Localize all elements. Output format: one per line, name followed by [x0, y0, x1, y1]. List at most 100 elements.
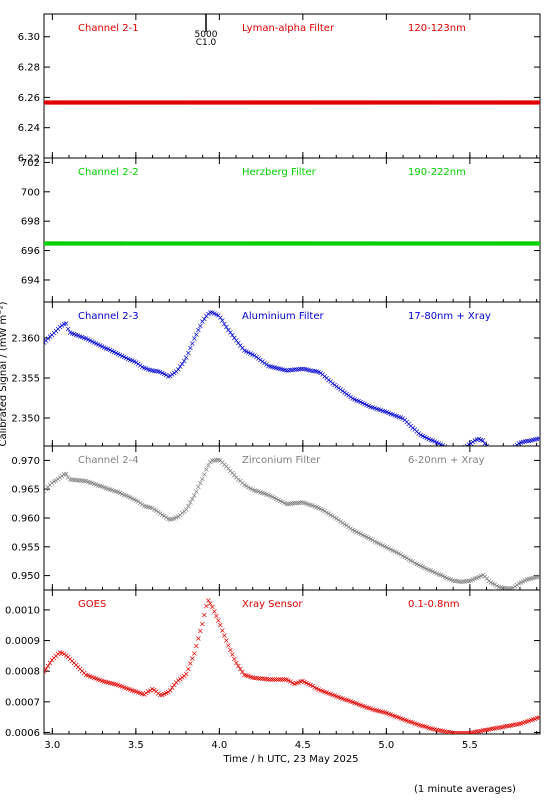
- data-point: ×: [151, 239, 158, 248]
- data-point: ×: [366, 239, 373, 248]
- data-point: ×: [331, 513, 338, 522]
- data-point: ×: [311, 239, 318, 248]
- data-point: ×: [55, 325, 62, 334]
- data-point: ×: [432, 98, 439, 107]
- data-point: ×: [359, 399, 366, 408]
- data-point: ×: [287, 366, 294, 375]
- data-point: ×: [368, 98, 375, 107]
- data-point: ×: [457, 577, 464, 586]
- data-point: ×: [201, 470, 208, 479]
- data-point: ×: [175, 365, 182, 374]
- data-point: ×: [270, 239, 277, 248]
- data-point: ×: [151, 505, 158, 514]
- data-point: ×: [516, 98, 523, 107]
- data-point: ×: [99, 239, 106, 248]
- data-point: ×: [411, 719, 418, 728]
- data-point: ×: [421, 563, 428, 572]
- data-point: ×: [140, 98, 147, 107]
- data-point: ×: [217, 313, 224, 322]
- data-point: ×: [287, 499, 294, 508]
- data-point: ×: [283, 366, 290, 375]
- data-point: ×: [109, 679, 116, 688]
- data-point: ×: [92, 98, 99, 107]
- data-point: ×: [359, 98, 366, 107]
- data-point: ×: [419, 563, 426, 572]
- data-point: ×: [467, 239, 474, 248]
- data-point: ×: [221, 631, 228, 640]
- data-point: ×: [513, 239, 520, 248]
- data-point: ×: [239, 344, 246, 353]
- data-point: ×: [286, 98, 293, 107]
- data-point: ×: [265, 675, 272, 684]
- data-point: ×: [306, 98, 313, 107]
- data-point: ×: [323, 508, 330, 517]
- y-axis-label: Calibrated Signal / (mW m⁻²): [0, 301, 9, 446]
- data-point: ×: [269, 675, 276, 684]
- data-point: ×: [157, 691, 164, 700]
- data-point: ×: [255, 354, 262, 363]
- data-point: ×: [85, 671, 92, 680]
- data-point: ×: [401, 552, 408, 561]
- data-point: ×: [349, 525, 356, 534]
- data-point: ×: [97, 98, 104, 107]
- data-point: ×: [152, 239, 159, 248]
- data-point: ×: [227, 239, 234, 248]
- data-point: ×: [490, 724, 497, 733]
- data-point: ×: [352, 239, 359, 248]
- data-point: ×: [313, 684, 320, 693]
- panel-filter: Lyman-alpha Filter: [242, 23, 335, 34]
- data-point: ×: [514, 440, 521, 449]
- data-point: ×: [88, 239, 95, 248]
- data-point: ×: [474, 727, 481, 736]
- data-point: ×: [396, 239, 403, 248]
- data-point: ×: [417, 721, 424, 730]
- data-point: ×: [504, 584, 511, 593]
- data-point: ×: [445, 574, 452, 583]
- data-point: ×: [299, 498, 306, 507]
- data-point: ×: [467, 98, 474, 107]
- data-point: ×: [491, 239, 498, 248]
- data-point: ×: [173, 98, 180, 107]
- data-point: ×: [218, 239, 225, 248]
- data-point: ×: [223, 98, 230, 107]
- data-point: ×: [245, 483, 252, 492]
- data-point: ×: [279, 98, 286, 107]
- data-point: ×: [219, 458, 226, 467]
- data-point: ×: [165, 514, 172, 523]
- data-point: ×: [403, 554, 410, 563]
- data-point: ×: [395, 549, 402, 558]
- data-point: ×: [443, 573, 450, 582]
- data-point: ×: [74, 98, 81, 107]
- data-point: ×: [486, 98, 493, 107]
- data-point: ×: [132, 98, 139, 107]
- data-point: ×: [310, 98, 317, 107]
- data-point: ×: [95, 340, 102, 349]
- data-point: ×: [515, 98, 522, 107]
- x-tick-label: 4.0: [211, 740, 227, 751]
- data-point: ×: [106, 239, 113, 248]
- y-tick-label: 0.970: [11, 456, 40, 467]
- data-point: ×: [77, 239, 84, 248]
- data-point: ×: [183, 669, 190, 678]
- data-point: ×: [340, 239, 347, 248]
- data-point: ×: [131, 686, 138, 695]
- data-point: ×: [480, 726, 487, 735]
- data-point: ×: [229, 468, 236, 477]
- data-point: ×: [171, 239, 178, 248]
- data-point: ×: [165, 372, 172, 381]
- data-point: ×: [327, 377, 334, 386]
- data-point: ×: [460, 239, 467, 248]
- data-point: ×: [480, 239, 487, 248]
- data-point: ×: [125, 492, 132, 501]
- data-point: ×: [65, 239, 72, 248]
- data-point: ×: [215, 239, 222, 248]
- data-point: ×: [235, 98, 242, 107]
- data-point: ×: [407, 98, 414, 107]
- data-point: ×: [429, 567, 436, 576]
- data-point: ×: [516, 579, 523, 588]
- data-point: ×: [177, 510, 184, 519]
- data-point: ×: [223, 322, 230, 331]
- data-point: ×: [407, 421, 414, 430]
- data-point: ×: [498, 98, 505, 107]
- data-point: ×: [492, 724, 499, 733]
